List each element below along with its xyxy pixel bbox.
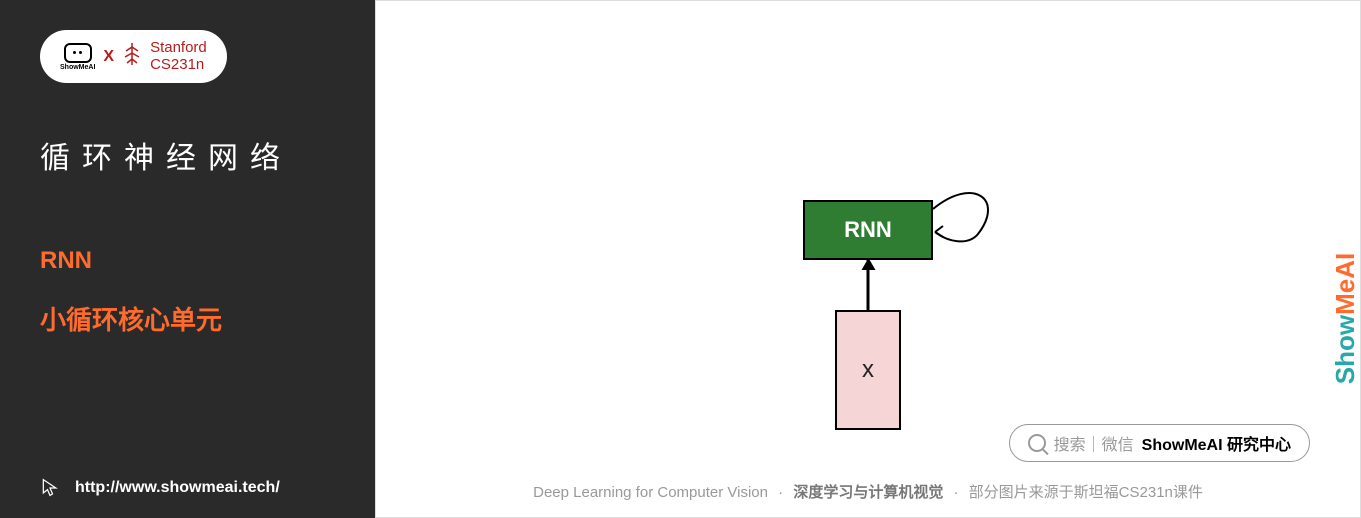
search-channel: ShowMeAI 研究中心 [1142,431,1291,455]
showmeai-logo: ShowMeAI [60,43,95,71]
footer-cn: 深度学习与计算机视觉 [793,484,943,501]
sidebar: ShowMeAI X Stanford CS231n 循环神经网络 RNN 小循… [0,0,375,518]
footer: Deep Learning for Computer Vision · 深度学习… [376,481,1360,502]
rnn-label: RNN [844,217,892,243]
section-title: 小循环核心单元 [40,300,335,337]
stanford-label: Stanford CS231n [150,40,207,73]
watermark-part2: MeAI [1330,253,1361,315]
rnn-diagram: RNN x [803,200,933,260]
footer-en: Deep Learning for Computer Vision [533,484,768,501]
link-row[interactable]: http://www.showmeai.tech/ [40,478,335,498]
stanford-course: CS231n [150,57,207,74]
main-content: RNN x ShowMeAI 搜索｜微信 ShowMeAI 研究中心 Deep … [375,0,1361,518]
input-arrow [867,260,870,310]
search-pill[interactable]: 搜索｜微信 ShowMeAI 研究中心 [1009,424,1310,462]
badge-separator: X [103,48,114,66]
recurrent-loop-arrow [923,184,1013,254]
footer-dot: · [954,484,959,501]
slide-container: ShowMeAI X Stanford CS231n 循环神经网络 RNN 小循… [0,0,1361,518]
x-node: x [835,310,901,430]
search-icon [1028,434,1046,452]
source-badge: ShowMeAI X Stanford CS231n [40,30,227,83]
logo-text: ShowMeAI [60,64,95,71]
x-label: x [862,356,874,384]
footer-credit: 部分图片来源于斯坦福CS231n课件 [969,484,1203,501]
watermark: ShowMeAI [1330,253,1361,384]
rnn-node: RNN [803,200,933,260]
page-title: 循环神经网络 [40,133,335,177]
robot-icon [64,43,92,63]
stanford-tree-icon [122,41,142,73]
watermark-part1: Show [1330,315,1361,384]
cursor-icon [40,478,60,498]
footer-dot: · [778,484,783,501]
website-link[interactable]: http://www.showmeai.tech/ [75,479,280,497]
section-label: RNN [40,247,335,275]
stanford-name: Stanford [150,40,207,57]
search-hint: 搜索｜微信 [1054,431,1134,455]
